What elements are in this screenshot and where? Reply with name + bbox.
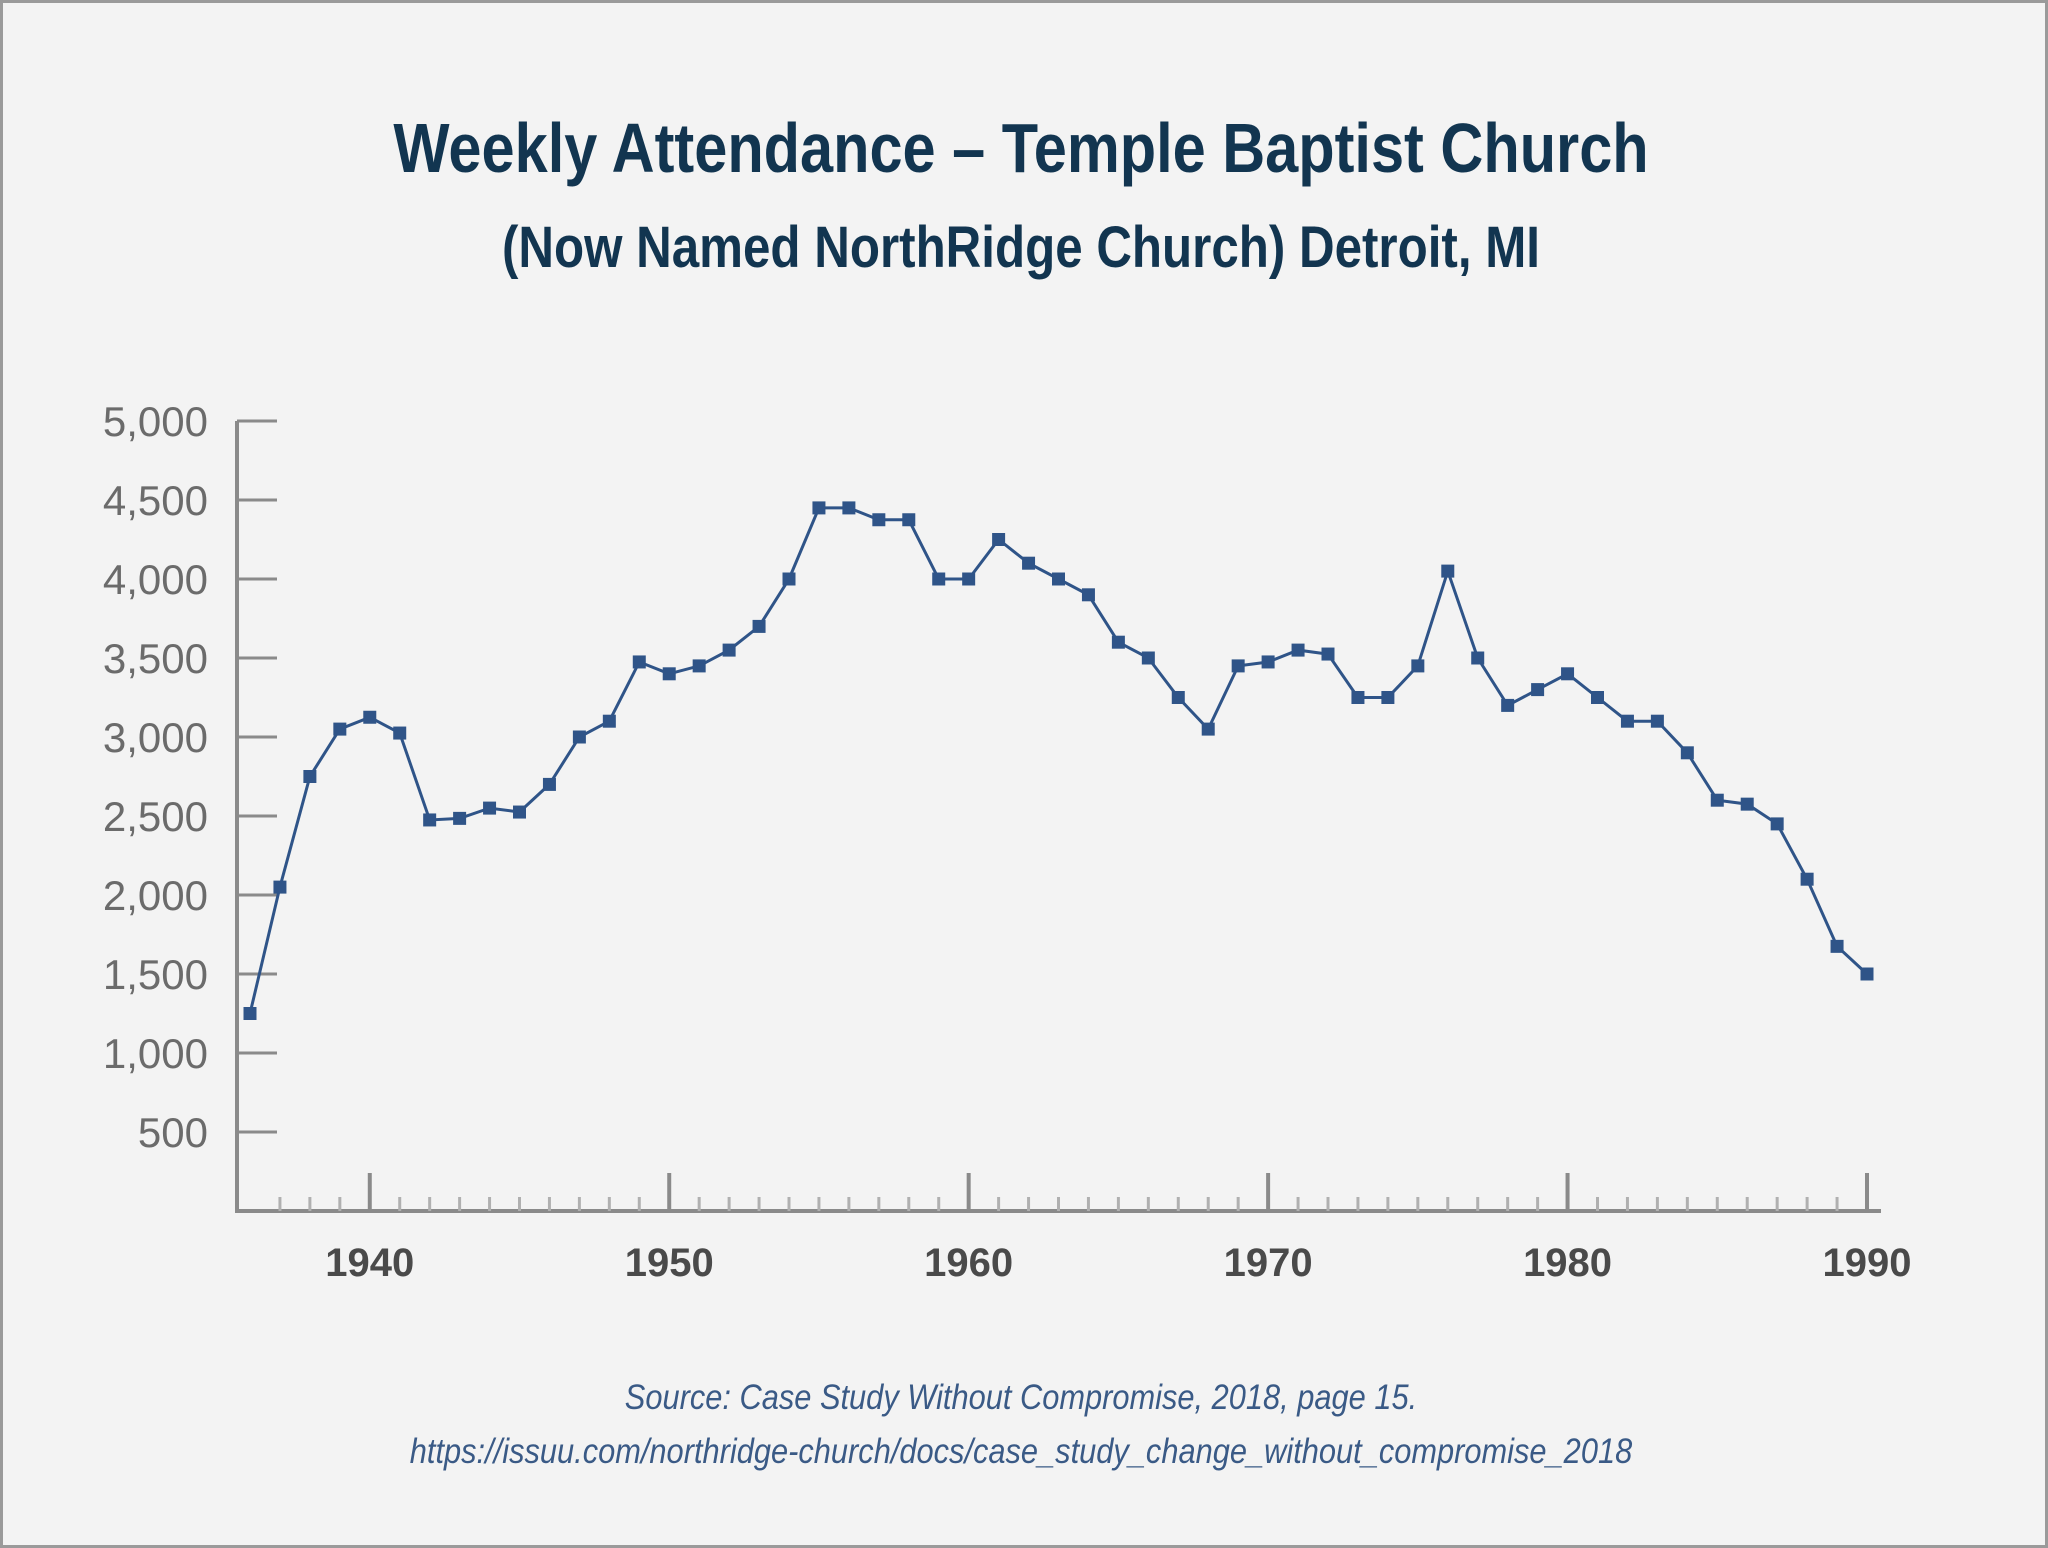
data-point: [692, 659, 706, 673]
data-point: [1381, 691, 1395, 704]
data-point: [1081, 588, 1095, 602]
axes: [235, 421, 1881, 1213]
y-tick-label: 1,500: [103, 951, 208, 998]
data-point: [722, 643, 736, 657]
data-point: [992, 533, 1006, 546]
data-point: [1710, 793, 1724, 807]
x-tick-label: 1980: [1523, 1241, 1612, 1285]
data-point: [1321, 647, 1335, 661]
data-point: [932, 572, 946, 586]
data-point: [1351, 691, 1365, 704]
data-point: [1501, 698, 1515, 712]
x-tick-label: 1940: [325, 1241, 414, 1285]
data-point: [1201, 722, 1215, 736]
y-tick-label: 4,000: [103, 556, 208, 603]
data-point: [393, 726, 407, 740]
data-point: [572, 730, 586, 744]
data-point: [1561, 667, 1575, 681]
data-point: [1261, 655, 1275, 669]
data-point: [363, 710, 377, 724]
y-tick-label: 3,500: [103, 635, 208, 682]
data-point: [662, 667, 676, 681]
data-point: [1022, 556, 1036, 570]
x-tick-label: 1950: [625, 1241, 714, 1285]
data-point: [542, 777, 556, 791]
y-tick-label: 1,000: [103, 1030, 208, 1077]
data-point: [1441, 564, 1455, 578]
data-point: [1680, 746, 1694, 760]
data-point: [842, 501, 856, 515]
series: [243, 501, 1874, 1020]
source-citation: Source: Case Study Without Compromise, 2…: [624, 1378, 1418, 1417]
data-point: [1052, 572, 1065, 586]
data-point: [1830, 939, 1844, 953]
data-point: [1740, 797, 1754, 811]
y-tick-label: 3,000: [103, 714, 208, 761]
data-point: [1860, 967, 1874, 981]
data-point: [513, 805, 526, 819]
y-tick-label: 4,500: [103, 477, 208, 524]
chart-subtitle: (Now Named NorthRidge Church) Detroit, M…: [501, 215, 1541, 280]
y-tick-label: 5,000: [103, 398, 208, 445]
y-tick-label: 2,000: [103, 872, 208, 919]
data-point: [1141, 651, 1155, 665]
data-point: [632, 655, 646, 669]
chart-title: Weekly Attendance – Temple Baptist Churc…: [393, 109, 1649, 187]
data-point: [333, 722, 347, 736]
source-url: https://issuu.com/northridge-church/docs…: [409, 1432, 1633, 1471]
x-tick-label: 1990: [1823, 1241, 1912, 1285]
data-point: [1591, 691, 1604, 704]
data-point: [453, 811, 467, 825]
data-point: [1620, 714, 1634, 728]
data-point: [243, 1007, 257, 1020]
data-point: [1411, 659, 1425, 673]
data-point: [752, 619, 766, 633]
data-point: [602, 714, 616, 728]
data-point: [423, 813, 437, 827]
y-tick-label: 500: [138, 1109, 208, 1156]
data-point: [1770, 817, 1784, 831]
data-point: [483, 801, 497, 815]
data-point: [1650, 714, 1664, 728]
data-point: [1800, 872, 1814, 886]
y-axis-ticks: 500 1,000 1,500 2,000 2,500 3,000 3,500 4,000 4,…: [103, 398, 277, 1156]
data-point: [902, 513, 916, 527]
data-point: [1171, 691, 1185, 704]
data-point: [1291, 643, 1305, 657]
data-point: [962, 572, 976, 586]
x-tick-label: 1970: [1224, 1241, 1313, 1285]
data-point: [812, 501, 826, 515]
data-point: [1531, 683, 1545, 697]
x-tick-label: 1960: [924, 1241, 1013, 1285]
data-point: [872, 513, 886, 527]
x-axis-ticks: 1940 1950 1960 1970 1980 1990: [278, 1173, 1912, 1285]
data-point: [1231, 659, 1245, 673]
data-point: [273, 880, 287, 894]
y-tick-label: 2,500: [103, 793, 208, 840]
data-point: [1111, 635, 1125, 649]
data-point: [782, 572, 796, 586]
data-point: [303, 770, 317, 783]
data-point: [1471, 651, 1485, 665]
